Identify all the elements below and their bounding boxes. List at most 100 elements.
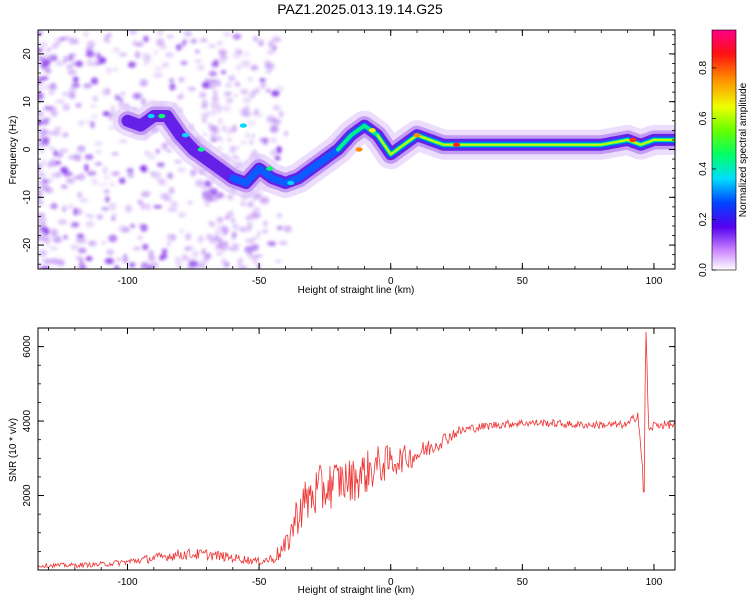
spectrogram-noise-blob	[132, 247, 142, 251]
spectrogram-noise-blob	[201, 247, 207, 254]
spectrogram-noise-blob	[166, 34, 175, 39]
spectrogram-noise-blob	[162, 62, 169, 68]
spectrogram-noise-blob	[165, 52, 174, 59]
spectrogram-noise-blob	[38, 249, 48, 257]
spectrogram-noise-blob	[47, 55, 54, 60]
spectrogram-noise-blob	[270, 137, 278, 144]
spectrogram-noise-blob	[140, 202, 147, 210]
spectrogram-noise-blob	[114, 265, 120, 269]
spectrogram-noise-blob	[77, 191, 83, 199]
spectrogram-noise-blob	[278, 241, 288, 245]
spectrogram-noise-blob	[209, 222, 217, 228]
x-tick-label: 0	[388, 276, 394, 287]
spectrogram-noise-blob	[243, 105, 251, 110]
spectrogram-noise-blob	[250, 196, 259, 201]
spectrogram-noise-blob	[111, 152, 119, 156]
spectrogram-noise-blob	[38, 196, 42, 202]
spectrogram-noise-blob	[267, 40, 275, 49]
spectrogram-noise-blob	[122, 253, 128, 260]
spectrogram-noise-blob	[75, 103, 82, 108]
spectrogram-noise-blob	[108, 202, 117, 211]
spectrogram-noise-blob	[240, 140, 247, 145]
spectrogram-noise-blob	[75, 237, 85, 244]
spectrogram-noise-blob	[73, 207, 78, 216]
spectrogram-noise-blob	[55, 60, 65, 67]
spectrogram-noise-blob	[218, 49, 227, 56]
spectrogram-noise-blob	[43, 51, 49, 60]
spectrogram-noise-blob	[203, 254, 209, 263]
spectrogram-noise-blob	[201, 117, 207, 123]
spectrogram-noise-blob	[42, 179, 53, 184]
x-tick-label: 50	[517, 276, 529, 287]
spectrogram-noise-blob	[146, 203, 151, 211]
spectrogram-noise-blob	[248, 77, 253, 82]
spectrogram-noise-blob	[208, 70, 218, 77]
x-tick-label: 0	[388, 577, 394, 588]
spectrogram-noise-blob	[118, 225, 128, 233]
spectrogram-noise-blob	[50, 130, 61, 136]
x-tick-label: 100	[646, 276, 663, 287]
spectrogram-noise-blob	[227, 137, 232, 143]
spectrogram-noise-blob	[68, 53, 74, 62]
spectrogram-noise-blob	[252, 260, 259, 264]
spectrogram-noise-blob	[115, 257, 122, 262]
spectrogram-noise-blob	[169, 83, 176, 91]
spectrogram-noise-blob	[65, 178, 76, 184]
spectrogram-noise-blob	[225, 97, 234, 104]
spectrogram-noise-blob	[162, 197, 173, 202]
spectrogram-noise-blob	[89, 103, 97, 109]
spectrogram-noise-blob	[140, 191, 151, 198]
spectrogram-energy	[38, 30, 292, 269]
spectrogram-noise-blob	[232, 230, 237, 236]
spectrogram-noise-blob	[253, 255, 260, 260]
spectrogram-noise-blob	[43, 106, 54, 112]
spectrogram-noise-blob	[85, 256, 93, 262]
spectrogram-noise-blob	[185, 233, 192, 241]
spectrogram-noise-blob	[211, 125, 216, 130]
spectrogram-noise-blob	[77, 247, 87, 254]
spectrogram-noise-blob	[83, 82, 93, 89]
spectrogram-noise-blob	[216, 216, 224, 224]
spectrogram-noise-blob	[77, 119, 85, 127]
spectrogram-noise-blob	[246, 111, 251, 118]
spectrogram-noise-blob	[128, 62, 135, 68]
spectrogram-noise-blob	[200, 103, 208, 109]
spectrogram-noise-blob	[76, 145, 86, 153]
spectrogram-noise-blob	[257, 39, 264, 47]
spectrogram-noise-blob	[254, 212, 261, 218]
spectrogram-noise-blob	[240, 88, 249, 95]
spectrogram-noise-blob	[166, 233, 177, 241]
spectrogram-noise-blob	[228, 210, 234, 218]
spectrogram-noise-blob	[52, 236, 63, 244]
spectrogram-noise-blob	[112, 46, 121, 54]
spectrogram-noise-blob	[245, 132, 250, 139]
spectrogram-noise-blob	[94, 162, 103, 166]
spectrogram-noise-blob	[241, 200, 245, 206]
spectrogram-noise-blob	[77, 263, 86, 269]
spectrogram-noise-blob	[276, 212, 282, 219]
x-tick-label: -100	[117, 577, 137, 588]
spectrogram-noise-blob	[190, 169, 197, 177]
spectrogram-noise-blob	[195, 179, 204, 188]
spectrogram-noise-blob	[245, 215, 252, 220]
spectrogram-noise-blob	[241, 266, 246, 269]
spectrogram-noise-blob	[140, 262, 150, 269]
spectrogram-noise-blob	[206, 196, 215, 203]
spectrogram-noise-blob	[210, 134, 216, 139]
spectrogram-noise-blob	[73, 155, 82, 162]
spectrogram-peak	[197, 147, 205, 152]
spectrogram-noise-blob	[230, 234, 237, 241]
spectrogram-noise-blob	[283, 130, 289, 137]
colorbar-tick-label: 0.4	[698, 162, 709, 176]
spectrogram-noise-blob	[157, 30, 164, 36]
snr-x-axis-label: Height of straight line (km)	[298, 585, 415, 596]
spectrogram-noise-blob	[238, 226, 248, 233]
spectrogram-noise-blob	[84, 163, 89, 172]
colorbar-gradient	[711, 29, 737, 271]
spectrogram-noise-blob	[159, 255, 164, 261]
spectrogram-noise-blob	[49, 172, 56, 180]
spectrogram-noise-blob	[186, 265, 195, 269]
spectrogram-noise-blob	[272, 105, 281, 111]
spectrogram-noise-blob	[263, 64, 271, 69]
spectrogram-noise-blob	[50, 109, 58, 117]
